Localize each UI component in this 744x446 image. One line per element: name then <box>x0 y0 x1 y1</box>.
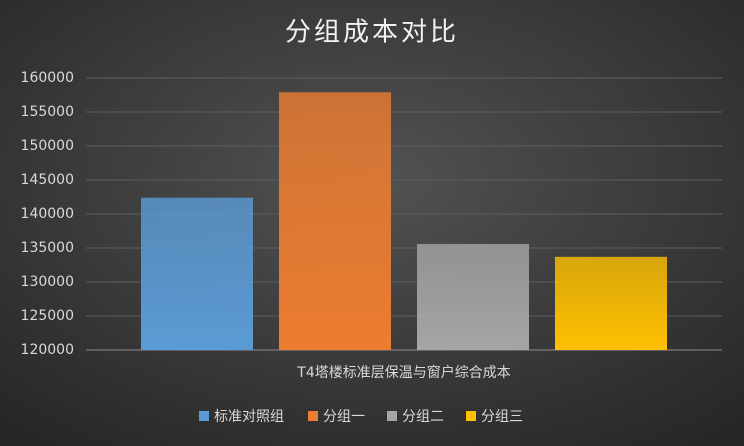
legend-label: 标准对照组 <box>214 409 284 425</box>
legend-label: 分组一 <box>323 409 365 425</box>
bar <box>279 92 391 350</box>
y-tick-label: 135000 <box>21 240 74 256</box>
legend-label: 分组三 <box>481 409 523 425</box>
chart-title: 分组成本对比 <box>285 18 459 48</box>
x-tick-label: T4塔楼标准层保温与窗户综合成本 <box>296 364 510 381</box>
y-tick-label: 145000 <box>21 172 74 188</box>
bar <box>417 243 529 350</box>
legend-swatch <box>466 411 476 421</box>
y-tick-label: 125000 <box>21 308 74 324</box>
y-tick-label: 140000 <box>21 206 74 222</box>
y-tick-label: 150000 <box>21 138 74 154</box>
y-tick-label: 120000 <box>21 342 74 358</box>
legend-label: 分组二 <box>402 409 444 425</box>
bar <box>141 197 253 350</box>
legend-swatch <box>199 411 209 421</box>
y-tick-label: 130000 <box>21 274 74 290</box>
y-tick-label: 160000 <box>21 70 74 86</box>
legend-swatch <box>308 411 318 421</box>
legend-swatch <box>387 411 397 421</box>
y-tick-label: 155000 <box>21 104 74 120</box>
bar <box>555 256 667 350</box>
